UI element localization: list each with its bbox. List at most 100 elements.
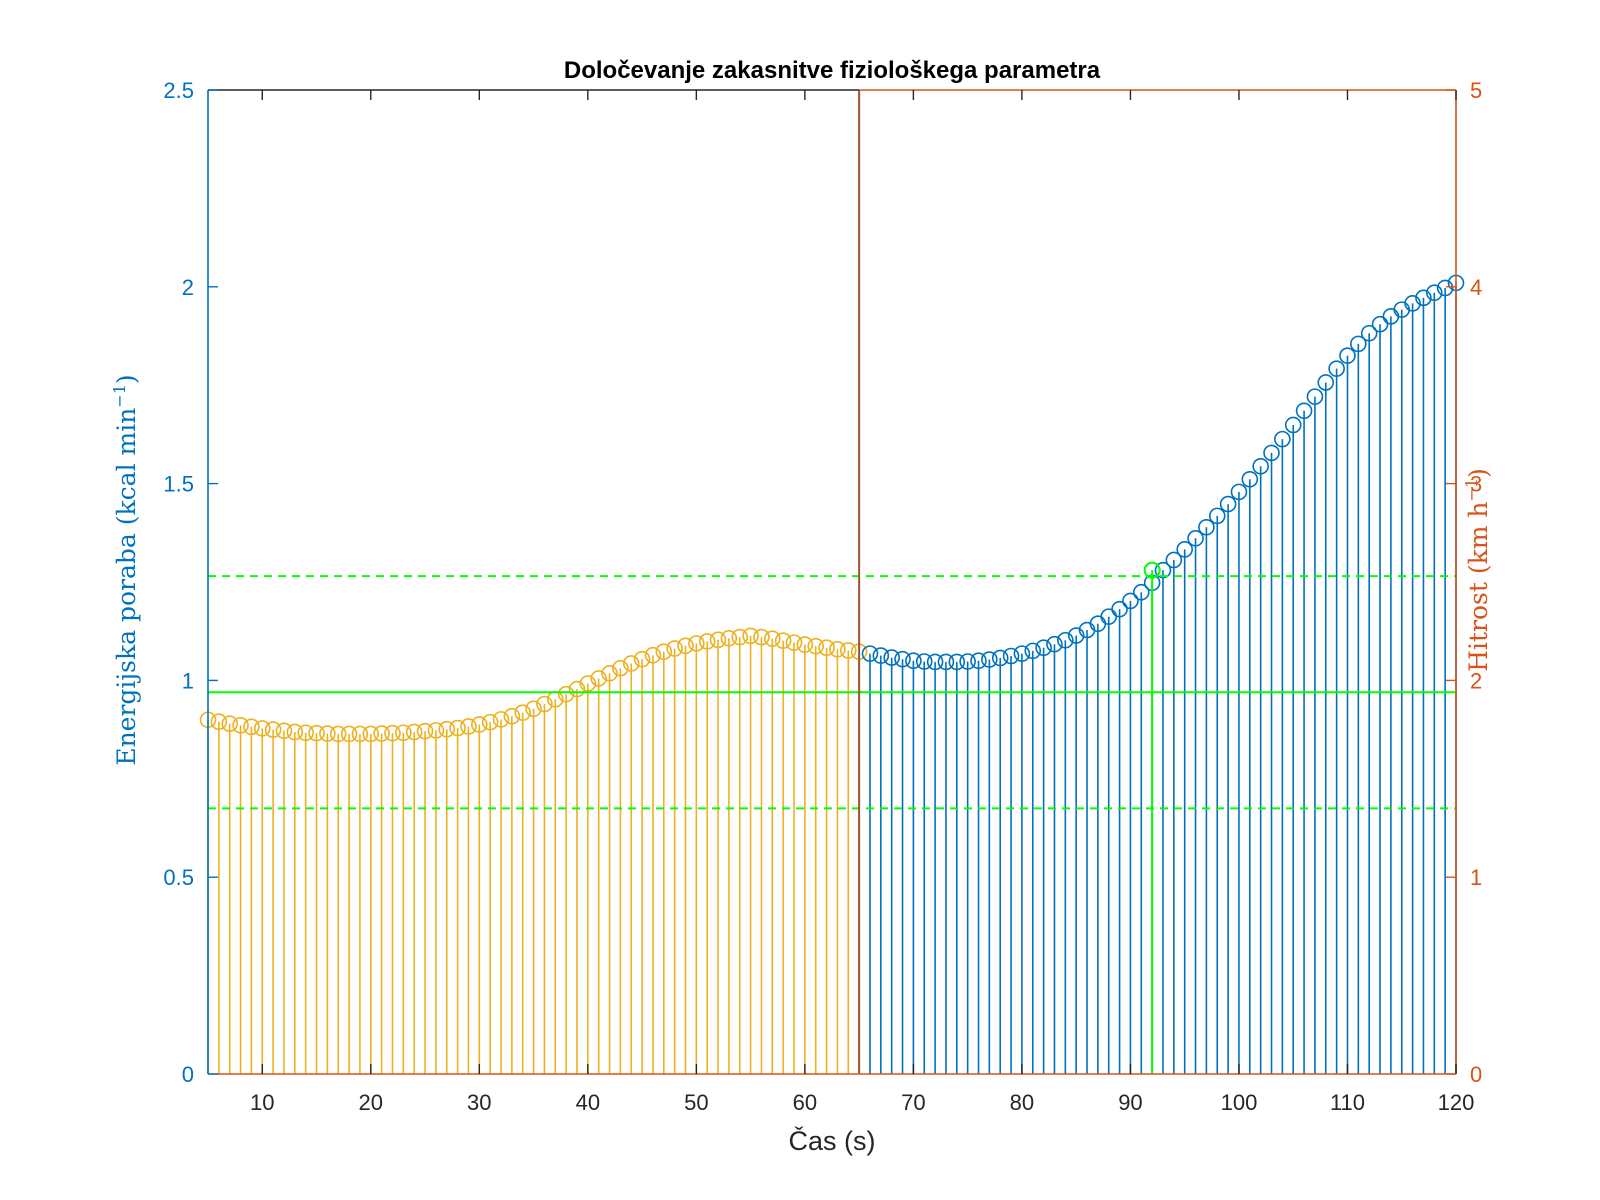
stem-marker bbox=[221, 715, 239, 732]
ticks-layer: 10 20 30 40 50 60 70 80 90 100 110 120 0 0.5 1 1.5 2 2.5 0… bbox=[163, 78, 1482, 1115]
stem-marker bbox=[416, 722, 434, 740]
y-left-tick-label: 2.5 bbox=[163, 78, 194, 103]
y-axis-right-label-text: Hitrost (km h bbox=[1464, 502, 1493, 672]
y-axis-left-label: Energijska poraba (kcal min−1) bbox=[110, 374, 141, 765]
x-tick-label: 80 bbox=[1010, 1090, 1034, 1115]
stem-marker bbox=[1046, 635, 1063, 653]
y-right-tick-label: 4 bbox=[1470, 275, 1482, 300]
stem-marker bbox=[1132, 583, 1150, 601]
stem-marker bbox=[275, 722, 293, 740]
stem-marker bbox=[1371, 315, 1389, 333]
stem-marker bbox=[666, 640, 683, 657]
y-left-tick-label: 1 bbox=[182, 668, 194, 693]
x-tick-label: 60 bbox=[793, 1090, 817, 1115]
stem-marker bbox=[1111, 600, 1128, 618]
stem-marker bbox=[1122, 592, 1139, 610]
stem-marker bbox=[536, 695, 553, 713]
stem-marker bbox=[1013, 645, 1031, 662]
stem-marker bbox=[286, 723, 304, 741]
x-tick-label: 10 bbox=[250, 1090, 274, 1115]
stem-marker bbox=[1187, 530, 1204, 547]
x-tick-label: 30 bbox=[467, 1090, 491, 1115]
stem-marker bbox=[633, 650, 651, 668]
stem-marker bbox=[1035, 639, 1052, 657]
stem-marker bbox=[818, 639, 835, 657]
x-tick-label: 100 bbox=[1221, 1090, 1258, 1115]
stem-marker bbox=[1024, 642, 1042, 660]
stem-marker bbox=[796, 636, 814, 653]
y-axis-right-label-close: ) bbox=[1464, 468, 1493, 478]
stem-marker bbox=[1165, 551, 1183, 569]
stem-marker bbox=[612, 659, 629, 677]
stem-marker bbox=[655, 643, 673, 660]
y-right-tick-label: 5 bbox=[1470, 78, 1482, 103]
stem-marker bbox=[839, 642, 857, 659]
stem-marker bbox=[677, 637, 694, 655]
y-right-tick-label: 0 bbox=[1470, 1062, 1482, 1087]
stem-marker bbox=[991, 649, 1009, 667]
x-axis-label: Čas (s) bbox=[789, 1125, 876, 1156]
stem-marker bbox=[557, 685, 575, 703]
stem-marker bbox=[253, 720, 271, 737]
stem-marker bbox=[449, 719, 466, 737]
y-axis-right-label: Hitrost (km h−1) bbox=[1462, 468, 1493, 672]
stem-marker bbox=[1219, 495, 1237, 513]
stem-marker bbox=[622, 655, 640, 672]
x-tick-label: 20 bbox=[359, 1090, 383, 1115]
stem-marker bbox=[395, 724, 412, 742]
stem-marker bbox=[905, 652, 922, 670]
stem-marker bbox=[601, 665, 618, 682]
stem-marker bbox=[753, 628, 770, 646]
stem-marker bbox=[1002, 647, 1020, 665]
x-tick-label: 40 bbox=[576, 1090, 600, 1115]
y-left-tick-label: 0 bbox=[182, 1062, 194, 1087]
stem-marker bbox=[1274, 430, 1291, 448]
stem-marker bbox=[1263, 444, 1280, 462]
stem-marker bbox=[1067, 627, 1085, 644]
stem-marker bbox=[1154, 561, 1172, 579]
stem-marker bbox=[959, 653, 976, 670]
stem-marker bbox=[698, 633, 716, 650]
stem-marker bbox=[590, 670, 607, 687]
stem-marker bbox=[319, 725, 336, 742]
x-tick-label: 50 bbox=[684, 1090, 708, 1115]
stem-marker bbox=[1306, 388, 1324, 405]
stem-marker bbox=[329, 725, 347, 743]
stem-marker bbox=[1339, 347, 1356, 364]
stem-marker bbox=[503, 707, 521, 725]
stem-marker bbox=[362, 725, 380, 743]
stem-marker bbox=[709, 631, 727, 649]
stem-marker bbox=[481, 713, 499, 731]
stem-marker bbox=[915, 653, 933, 670]
stem-marker bbox=[894, 650, 911, 668]
stem-marker bbox=[883, 649, 900, 666]
y-right-tick-label: 1 bbox=[1470, 865, 1482, 890]
y-axis-right-label-exponent: −1 bbox=[1462, 478, 1481, 502]
stem-marker bbox=[1057, 631, 1074, 649]
stem-marker bbox=[460, 718, 477, 735]
stem-marker bbox=[720, 629, 738, 647]
stem-marker bbox=[872, 647, 890, 664]
stem-marker bbox=[1328, 360, 1345, 377]
stem-marker bbox=[1295, 402, 1313, 420]
stem-marker bbox=[427, 722, 445, 739]
x-tick-label: 110 bbox=[1330, 1090, 1365, 1115]
stem-marker bbox=[492, 711, 510, 728]
y-left-tick-label: 2 bbox=[182, 275, 194, 300]
stem-marker bbox=[514, 704, 532, 721]
stem-marker bbox=[308, 724, 325, 742]
stem-marker bbox=[525, 700, 542, 718]
stem-marker bbox=[340, 725, 358, 743]
stem-marker bbox=[264, 721, 282, 738]
stem-marker bbox=[351, 725, 369, 743]
stem-marker bbox=[644, 646, 662, 664]
y-left-tick-label: 0.5 bbox=[163, 865, 194, 890]
stem-marker bbox=[1317, 374, 1335, 391]
stem-marker bbox=[742, 627, 759, 645]
stem-marker bbox=[1241, 470, 1259, 488]
stem-marker bbox=[1208, 507, 1226, 525]
stem-marker bbox=[232, 716, 249, 734]
stem-marker bbox=[405, 723, 423, 741]
